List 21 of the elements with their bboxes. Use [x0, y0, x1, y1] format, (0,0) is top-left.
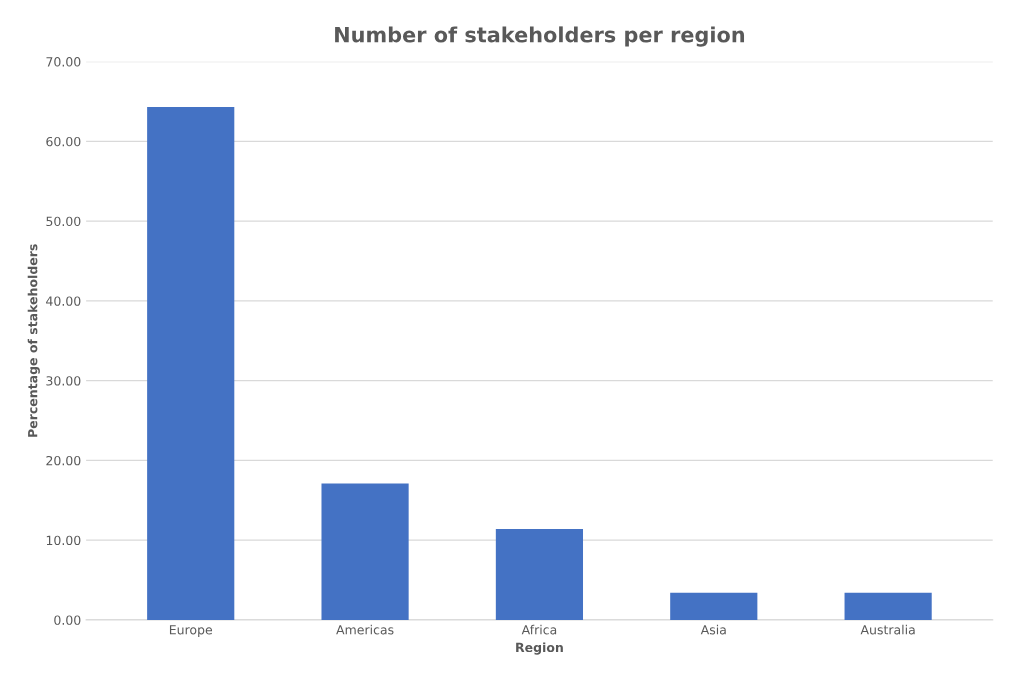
x-tick-label: Americas: [336, 624, 394, 635]
x-tick-label: Asia: [700, 624, 726, 635]
y-tick-label: 10.00: [46, 535, 81, 546]
y-axis-title: Percentage of stakeholders: [27, 244, 40, 437]
bar: [844, 592, 932, 620]
x-tick-label: Africa: [521, 624, 557, 635]
chart-title: Number of stakeholders per region: [335, 26, 745, 47]
bar: [147, 107, 235, 620]
bar: [670, 592, 758, 620]
x-tick-label: Europe: [169, 625, 213, 637]
y-tick-label: 70.00: [46, 57, 81, 67]
y-tick-label: 0.00: [54, 615, 81, 625]
y-tick-label: 20.00: [46, 455, 81, 466]
x-tick-label: Australia: [860, 624, 915, 635]
bar: [321, 483, 409, 620]
bar: [495, 529, 584, 620]
y-tick-label: 50.00: [46, 216, 81, 227]
y-tick-label: 60.00: [46, 136, 81, 147]
y-tick-label: 40.00: [46, 296, 81, 306]
x-axis-title: Region: [516, 642, 563, 655]
y-tick-label: 30.00: [46, 376, 81, 386]
